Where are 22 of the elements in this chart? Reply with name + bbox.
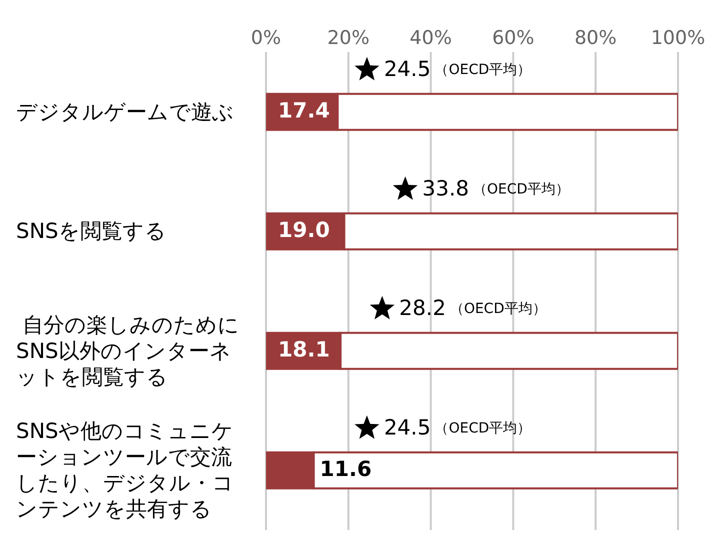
text: （OECD平均）: [450, 300, 546, 317]
x-tick-label: 0%: [250, 27, 282, 49]
data-label: 17.4: [278, 98, 330, 123]
y-tick-label: SNSや他のコミュニケーションツールで交流したり、デジタル・コンテンツを共有する: [16, 418, 235, 522]
x-tick-label: 20%: [327, 27, 370, 49]
x-tick-label: 80%: [574, 27, 617, 49]
data-label: 24.5: [384, 56, 431, 81]
x-tick-label: 40%: [410, 27, 452, 49]
y-tick-label: SNSを閲覧する: [16, 218, 168, 244]
y-tick-label: デジタルゲームで遊ぶ: [16, 98, 235, 125]
data-label: 18.1: [278, 338, 330, 362]
text: （OECD平均）: [434, 62, 532, 78]
data-label: 11.6: [320, 457, 372, 482]
data-label: 33.8: [422, 176, 470, 200]
data-label: 28.2: [399, 296, 446, 320]
y-tick-label: 自分の楽しみのためにSNS以外のインターネットを閲覧する: [16, 312, 241, 390]
text: （OECD平均）: [434, 420, 532, 436]
x-tick-label: 100%: [650, 27, 706, 49]
data-label: 19.0: [278, 218, 330, 242]
data-label: 24.5: [384, 415, 431, 440]
x-tick-label: 60%: [492, 27, 534, 49]
text: （OECD平均）: [473, 181, 570, 198]
